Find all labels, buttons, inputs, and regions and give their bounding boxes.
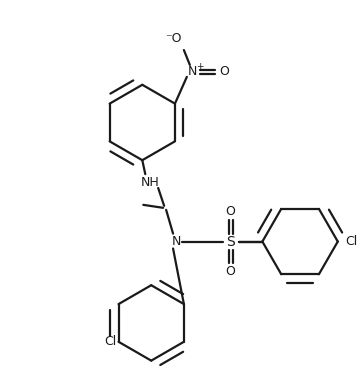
Text: O: O	[220, 65, 230, 78]
Text: +: +	[196, 63, 203, 71]
Text: Cl: Cl	[105, 335, 117, 348]
Text: S: S	[226, 235, 235, 249]
Text: O: O	[226, 205, 236, 218]
Text: O: O	[226, 265, 236, 278]
Text: ⁻O: ⁻O	[165, 32, 181, 45]
Text: N: N	[171, 235, 181, 248]
Text: NH: NH	[141, 175, 160, 189]
Text: N: N	[188, 65, 198, 78]
Text: Cl: Cl	[346, 235, 358, 248]
